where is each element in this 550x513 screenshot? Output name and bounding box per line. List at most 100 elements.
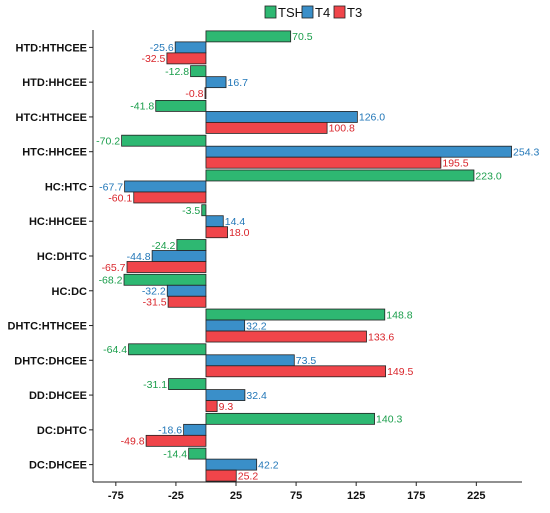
data-label-t3: 133.6: [368, 331, 394, 343]
category-label: HTD:HHCEE: [22, 77, 87, 89]
x-tick-label: 175: [407, 490, 425, 502]
category-label: HC:DC: [52, 286, 87, 298]
category-label: HC:HTC: [45, 181, 87, 193]
data-label-tsh: -3.5: [182, 205, 200, 217]
category-label: DC:DHCEE: [29, 460, 87, 472]
category-label: HTC:HHCEE: [22, 147, 87, 159]
data-label-t3: -31.5: [143, 297, 167, 309]
data-label-t3: 149.5: [387, 366, 413, 378]
bar-t4: [166, 284, 207, 297]
data-label-t4: 73.5: [296, 355, 317, 367]
bar-t3: [205, 122, 328, 134]
bar-t3: [166, 52, 207, 65]
bar-t4: [174, 41, 207, 54]
category-label: HTC:HTHCEE: [16, 112, 88, 124]
bar-tsh: [205, 169, 475, 182]
bar-tsh: [168, 378, 207, 390]
bar-t3: [205, 469, 237, 482]
data-label-t4: 14.4: [225, 216, 246, 228]
data-label-tsh: 223.0: [475, 170, 501, 182]
bar-tsh: [205, 30, 292, 43]
data-label-t4: 32.4: [246, 390, 267, 402]
data-label-tsh: -70.2: [96, 135, 120, 147]
category-label: DD:DHCEE: [29, 390, 87, 402]
bar-tsh: [190, 65, 207, 78]
bar-tsh: [155, 100, 207, 112]
category-label: HC:HHCEE: [29, 216, 87, 228]
bar-t3: [133, 191, 207, 204]
x-tick-label: 75: [290, 490, 302, 502]
data-label-t4: -32.2: [142, 286, 166, 298]
data-label-tsh: -31.1: [143, 379, 167, 391]
data-label-tsh: 70.5: [292, 31, 313, 43]
bar-t3: [205, 400, 218, 412]
bar-tsh: [123, 273, 207, 286]
legend-label-t4: T4: [315, 5, 330, 20]
data-label-t4: -67.7: [99, 181, 123, 193]
x-tick-label: -75: [108, 490, 124, 502]
category-label: HC:DHTC: [37, 251, 87, 263]
bar-t4: [205, 458, 258, 471]
legend-swatch-tsh: [264, 5, 277, 19]
data-label-t4: -18.6: [158, 425, 182, 437]
bar-t4: [151, 250, 207, 262]
bar-t4: [183, 423, 207, 436]
bar-t4: [205, 389, 246, 401]
category-label: DC:DHTC: [37, 425, 87, 437]
data-label-t3: -60.1: [108, 192, 132, 204]
data-label-tsh: -64.4: [103, 344, 127, 356]
bar-t3: [126, 261, 207, 273]
bar-t4: [205, 111, 358, 123]
data-label-t4: -25.6: [150, 42, 174, 54]
x-tick-label: 125: [347, 490, 365, 502]
bar-tsh: [176, 239, 207, 251]
bar-t4: [205, 354, 295, 367]
category-label: DHTC:DHCEE: [14, 355, 87, 367]
bar-tsh: [128, 343, 207, 356]
data-label-t4: -44.8: [127, 251, 151, 263]
data-label-t3: 9.3: [219, 401, 234, 413]
bar-t3: [205, 156, 442, 169]
category-label: HTD:HTHCEE: [16, 42, 88, 54]
data-label-tsh: 148.8: [386, 309, 412, 321]
data-label-t3: -49.8: [121, 436, 145, 448]
legend-swatch-t3: [333, 5, 346, 19]
data-label-t3: 25.2: [238, 470, 259, 482]
data-label-t4: 254.3: [513, 146, 539, 158]
bar-t3: [167, 295, 207, 308]
bar-tsh: [201, 204, 207, 217]
data-label-tsh: -68.2: [99, 275, 123, 287]
bar-t4: [205, 145, 512, 158]
data-label-t3: 100.8: [329, 123, 355, 135]
data-label-t3: -32.5: [141, 53, 165, 65]
legend-swatch-t4: [301, 5, 314, 19]
data-label-t4: 32.2: [246, 320, 267, 332]
bar-t3: [145, 434, 207, 447]
x-tick-label: -25: [168, 490, 184, 502]
bar-t4: [124, 180, 207, 193]
data-label-t3: -0.8: [185, 88, 203, 100]
data-label-t3: -65.7: [102, 262, 126, 274]
data-label-t3: 195.5: [442, 157, 468, 169]
bar-tsh: [188, 447, 207, 460]
data-label-t4: 16.7: [228, 77, 249, 89]
x-tick-label: 225: [467, 490, 485, 502]
x-tick-label: 25: [230, 490, 242, 502]
data-label-tsh: 140.3: [376, 414, 402, 426]
legend-label-tsh: TSH: [278, 5, 304, 20]
bar-t3: [205, 226, 228, 239]
bar-tsh: [205, 308, 386, 321]
bar-t4: [205, 215, 224, 228]
data-label-t4: 126.0: [359, 112, 385, 124]
data-label-t4: 42.2: [258, 459, 279, 471]
bar-tsh: [205, 412, 375, 425]
data-label-tsh: -14.4: [163, 448, 187, 460]
bar-t3: [205, 365, 387, 378]
data-label-t3: 18.0: [229, 227, 250, 239]
bar-tsh: [121, 134, 207, 147]
legend-label-t3: T3: [347, 5, 362, 20]
bar-t3: [205, 330, 367, 343]
data-label-tsh: -12.8: [165, 66, 189, 78]
